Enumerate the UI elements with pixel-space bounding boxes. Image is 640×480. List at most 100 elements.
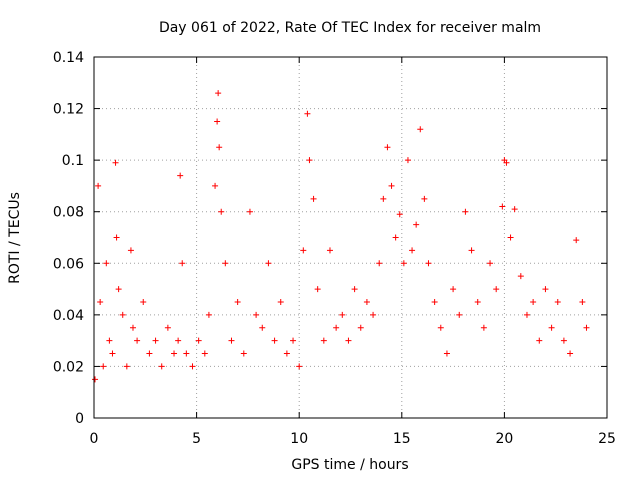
- data-point: [425, 260, 432, 267]
- data-point: [179, 260, 186, 267]
- data-point: [306, 157, 313, 164]
- data-point: [400, 260, 407, 267]
- data-point: [384, 144, 391, 151]
- x-axis-label: GPS time / hours: [291, 457, 408, 473]
- data-point: [437, 324, 444, 331]
- data-point: [183, 350, 190, 357]
- x-tick-label: 25: [598, 431, 616, 447]
- axis-ticks: 0 5 10 15 20 25 0 0.02 0.04 0.06 0.08 0.1 0.12 0.14: [53, 50, 616, 447]
- data-point: [112, 159, 119, 166]
- data-point: [548, 324, 555, 331]
- y-tick-label: 0.14: [53, 50, 84, 66]
- data-point: [370, 311, 377, 318]
- y-tick-label: 0.1: [62, 153, 84, 169]
- data-point: [392, 234, 399, 241]
- data-point: [468, 247, 475, 254]
- y-tick-label: 0.06: [53, 256, 84, 272]
- data-point: [115, 286, 122, 293]
- y-tick-label: 0.08: [53, 205, 84, 221]
- data-point: [351, 286, 358, 293]
- data-points: [92, 90, 590, 383]
- y-tick-label: 0.12: [53, 102, 84, 118]
- data-point: [240, 350, 247, 357]
- data-point: [380, 195, 387, 202]
- data-point: [542, 286, 549, 293]
- data-point: [462, 208, 469, 215]
- data-point: [140, 298, 147, 305]
- x-tick-label: 0: [90, 431, 99, 447]
- data-point: [177, 172, 184, 179]
- data-point: [450, 286, 457, 293]
- data-point: [320, 337, 327, 344]
- data-point: [480, 324, 487, 331]
- plot-frame: [93, 56, 608, 419]
- data-point: [212, 182, 219, 189]
- data-point: [404, 157, 411, 164]
- data-point: [396, 211, 403, 218]
- data-point: [100, 363, 107, 370]
- data-point: [113, 234, 120, 241]
- x-tick-label: 5: [192, 431, 201, 447]
- chart-title: Day 061 of 2022, Rate Of TEC Index for r…: [159, 20, 541, 36]
- data-point: [175, 337, 182, 344]
- data-point: [333, 324, 340, 331]
- grid-lines: [94, 57, 607, 418]
- data-point: [536, 337, 543, 344]
- data-point: [277, 298, 284, 305]
- data-point: [222, 260, 229, 267]
- data-point: [123, 363, 130, 370]
- data-point: [103, 260, 110, 267]
- data-point: [146, 350, 153, 357]
- data-point: [171, 350, 178, 357]
- data-point: [283, 350, 290, 357]
- data-point: [511, 206, 518, 213]
- data-point: [195, 337, 202, 344]
- data-point: [567, 350, 574, 357]
- data-point: [265, 260, 272, 267]
- data-point: [164, 324, 171, 331]
- data-point: [246, 208, 253, 215]
- data-point: [259, 324, 266, 331]
- data-point: [357, 324, 364, 331]
- y-tick-label: 0.02: [53, 359, 84, 375]
- data-point: [216, 144, 223, 151]
- data-point: [129, 324, 136, 331]
- data-point: [304, 110, 311, 117]
- data-point: [573, 237, 580, 244]
- data-point: [109, 350, 116, 357]
- data-point: [189, 363, 196, 370]
- data-point: [326, 247, 333, 254]
- data-point: [97, 298, 104, 305]
- data-point: [253, 311, 260, 318]
- data-point: [583, 324, 590, 331]
- data-point: [300, 247, 307, 254]
- data-point: [314, 286, 321, 293]
- data-point: [205, 311, 212, 318]
- data-point: [456, 311, 463, 318]
- data-point: [503, 159, 510, 166]
- data-point: [579, 298, 586, 305]
- y-tick-label: 0.04: [53, 308, 84, 324]
- data-point: [507, 234, 514, 241]
- data-point: [554, 298, 561, 305]
- data-point: [499, 203, 506, 210]
- y-tick-label: 0: [75, 411, 84, 427]
- data-point: [310, 195, 317, 202]
- data-point: [417, 126, 424, 133]
- data-point: [234, 298, 241, 305]
- data-point: [409, 247, 416, 254]
- data-point: [523, 311, 530, 318]
- data-point: [376, 260, 383, 267]
- data-point: [119, 311, 126, 318]
- data-point: [92, 376, 99, 383]
- data-point: [296, 363, 303, 370]
- data-point: [443, 350, 450, 357]
- data-point: [363, 298, 370, 305]
- data-point: [228, 337, 235, 344]
- data-point: [345, 337, 352, 344]
- data-point: [421, 195, 428, 202]
- data-point: [530, 298, 537, 305]
- data-point: [487, 260, 494, 267]
